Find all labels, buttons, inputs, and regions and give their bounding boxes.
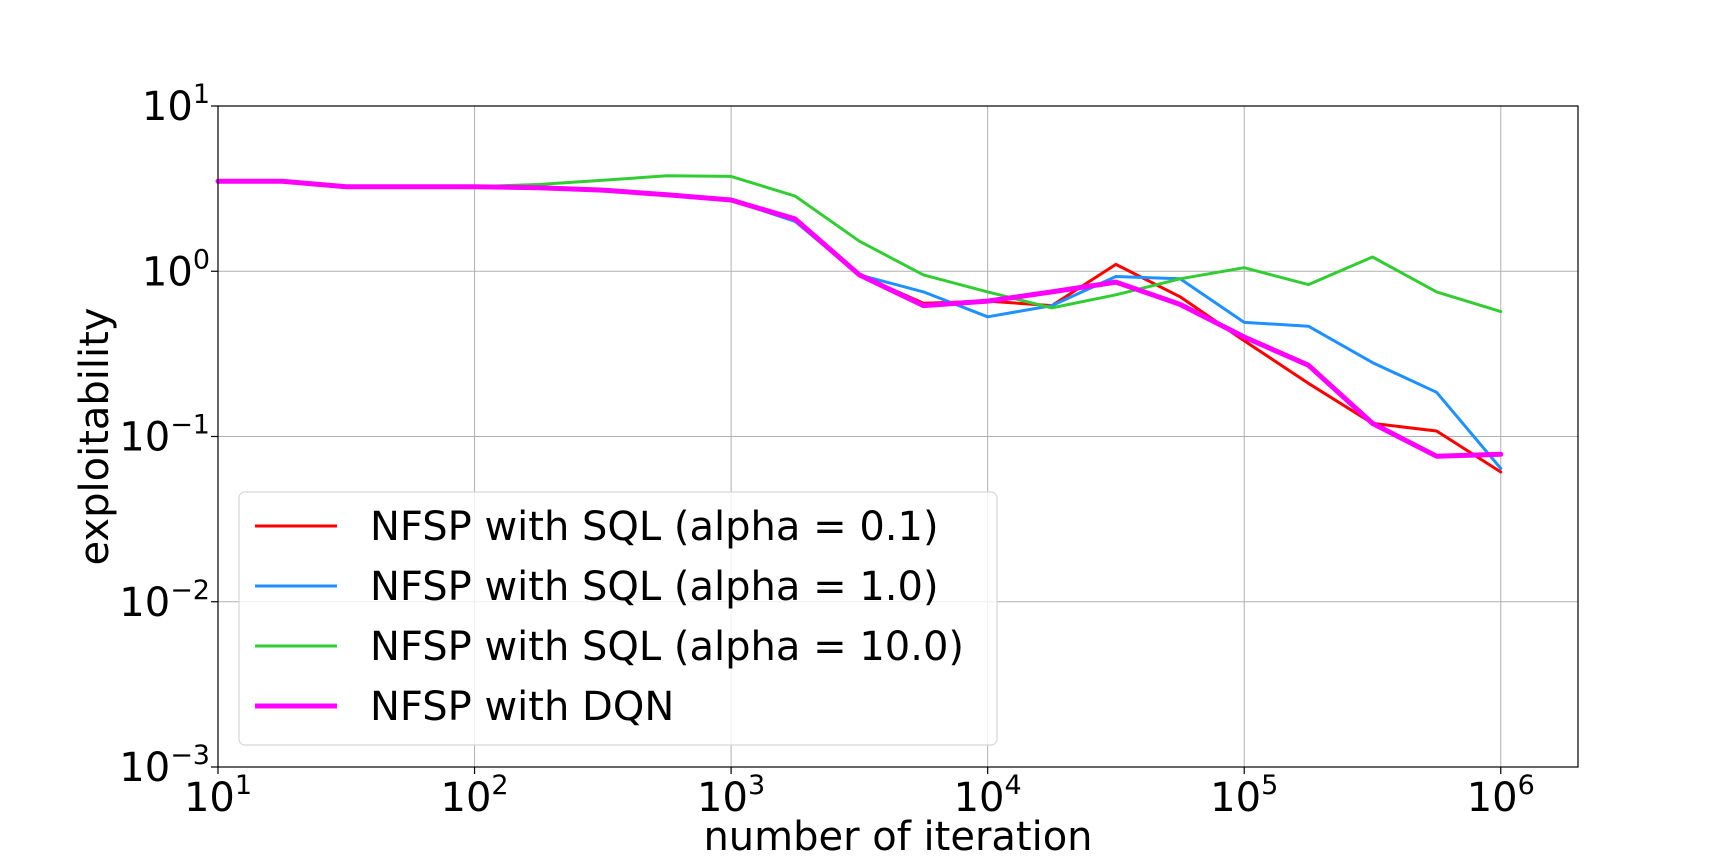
legend-label: NFSP with SQL (alpha = 10.0) <box>370 624 964 670</box>
x-tick-label: 105 <box>1210 770 1278 821</box>
legend-label: NFSP with DQN <box>370 684 674 730</box>
legend-label: NFSP with SQL (alpha = 1.0) <box>370 564 939 610</box>
series-line-4 <box>215 178 1504 459</box>
x-tick-label: 102 <box>441 770 509 821</box>
x-tick-label: 106 <box>1467 770 1535 821</box>
axis-ticks: 101 102 103 104 105 106 101 100 10−1 10−2 10−3 <box>119 79 1535 821</box>
series-lines <box>215 174 1504 474</box>
y-tick-label: 101 <box>142 79 210 130</box>
y-axis-label: exploitability <box>72 308 118 566</box>
x-axis-label: number of iteration <box>703 814 1092 860</box>
x-tick-label: 101 <box>184 770 252 821</box>
y-tick-label: 100 <box>142 244 210 295</box>
legend-box <box>238 491 998 746</box>
legend: NFSP with SQL (alpha = 0.1) NFSP with SQL… <box>238 491 998 746</box>
y-tick-label: 10−2 <box>119 575 210 626</box>
y-tick-label: 10−1 <box>119 410 210 461</box>
legend-label: NFSP with SQL (alpha = 0.1) <box>370 504 939 550</box>
x-tick-label: 103 <box>697 770 765 821</box>
y-tick-label: 10−3 <box>119 740 210 791</box>
x-tick-label: 104 <box>954 770 1022 821</box>
